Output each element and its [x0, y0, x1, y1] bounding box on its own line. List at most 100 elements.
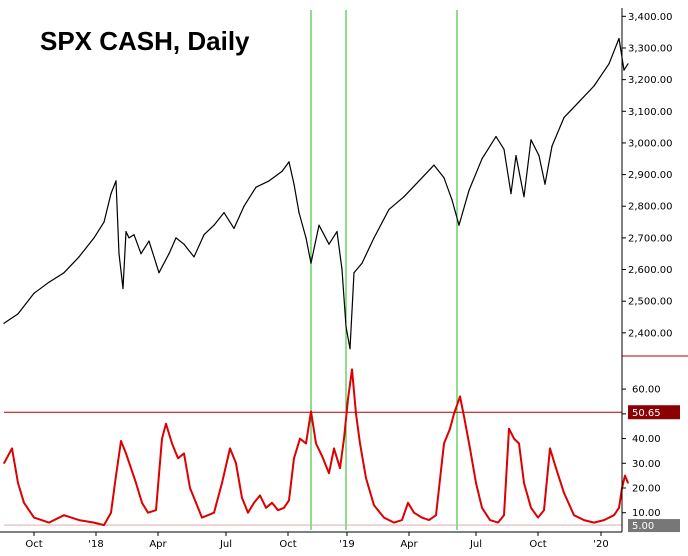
price-point [345, 325, 347, 328]
indicator-point [241, 497, 243, 499]
price-tick-label: 2,500.00 [628, 297, 673, 308]
price-point [140, 253, 142, 255]
indicator-point [328, 472, 330, 474]
price-point [175, 237, 177, 239]
price-point [281, 170, 283, 172]
indicator-point [555, 467, 557, 469]
price-point [361, 262, 363, 264]
indicator-point [518, 442, 520, 445]
indicator-point [93, 521, 95, 524]
indicator-point [155, 509, 157, 511]
indicator-point [259, 494, 261, 497]
price-point [538, 155, 540, 157]
x-tick-label: Apr [400, 539, 418, 550]
indicator-point [351, 368, 353, 371]
price-point [305, 237, 307, 239]
indicator-point [489, 519, 491, 521]
price-tick-label: 2,900.00 [628, 170, 673, 181]
price-point [298, 212, 300, 214]
indicator-point [523, 482, 525, 484]
indicator-point [428, 519, 430, 521]
price-point [443, 177, 445, 179]
indicator-point [299, 437, 301, 440]
price-point [563, 117, 565, 119]
price-point [122, 287, 124, 290]
price-point [203, 234, 205, 236]
indicator-point [449, 428, 451, 430]
x-tick-label: Oct [279, 539, 296, 550]
price-point [608, 63, 610, 65]
indicator-point [177, 457, 179, 459]
price-point [353, 272, 355, 274]
price-tick-label: 3,000.00 [628, 138, 673, 149]
indicator-point [537, 516, 539, 519]
price-tick-label: 2,800.00 [628, 202, 673, 213]
price-point [3, 322, 5, 324]
indicator-point [283, 507, 285, 509]
price-tick-label: 3,100.00 [628, 107, 673, 118]
indicator-point [147, 512, 149, 514]
indicator-point [530, 507, 532, 509]
indicator-point [305, 442, 307, 445]
indicator-point [583, 519, 585, 521]
indicator-point [627, 482, 629, 484]
vline-layer [310, 10, 458, 530]
price-tick-label: 3,300.00 [628, 43, 673, 54]
price-point [618, 37, 620, 40]
price-point [17, 313, 19, 315]
indicator-point [33, 516, 35, 519]
indicator-point [624, 474, 626, 477]
price-point [243, 205, 245, 207]
price-point [268, 180, 270, 182]
chart-title: SPX CASH, Daily [40, 26, 250, 56]
price-point [328, 243, 330, 245]
price-point [128, 237, 130, 239]
indicator-point [393, 521, 395, 524]
indicator-point [421, 516, 423, 519]
indicator-point [277, 509, 279, 511]
indicator-point [593, 521, 595, 524]
indicator-point [207, 514, 209, 516]
price-point [48, 281, 50, 283]
price-point [118, 253, 120, 255]
price-point [481, 158, 483, 160]
price-point [255, 186, 257, 188]
price-point [530, 139, 532, 141]
price-point [623, 69, 625, 71]
price-point [125, 231, 127, 233]
indicator-point [508, 428, 510, 430]
price-point [78, 256, 80, 258]
indicator-point [453, 413, 455, 415]
price-point [495, 136, 497, 138]
indicator-point [365, 477, 367, 479]
price-point [451, 199, 453, 201]
indicator-point [407, 502, 409, 504]
indicator-tick-label: 30.00 [632, 459, 661, 470]
indicator-point [333, 447, 335, 450]
price-point [93, 237, 95, 239]
price-point [183, 243, 185, 245]
indicator-point [373, 504, 375, 506]
indicator-point [359, 442, 361, 445]
indicator-point [183, 452, 185, 455]
floor-badge-label: 5.00 [632, 521, 654, 532]
price-point [627, 63, 629, 65]
indicator-tick-label: 60.00 [632, 385, 661, 396]
price-layer [3, 37, 629, 350]
x-tick-label: Jul [469, 539, 482, 550]
price-point [115, 180, 117, 182]
indicator-point [11, 447, 13, 450]
indicator-point [321, 455, 323, 457]
price-point [503, 148, 505, 150]
indicator-point [115, 474, 117, 477]
price-point [223, 212, 225, 214]
price-point [523, 196, 525, 198]
indicator-point [383, 516, 385, 519]
indicator-point [543, 509, 545, 511]
price-point [158, 272, 160, 274]
indicator-point [3, 462, 5, 464]
price-point [33, 292, 35, 294]
